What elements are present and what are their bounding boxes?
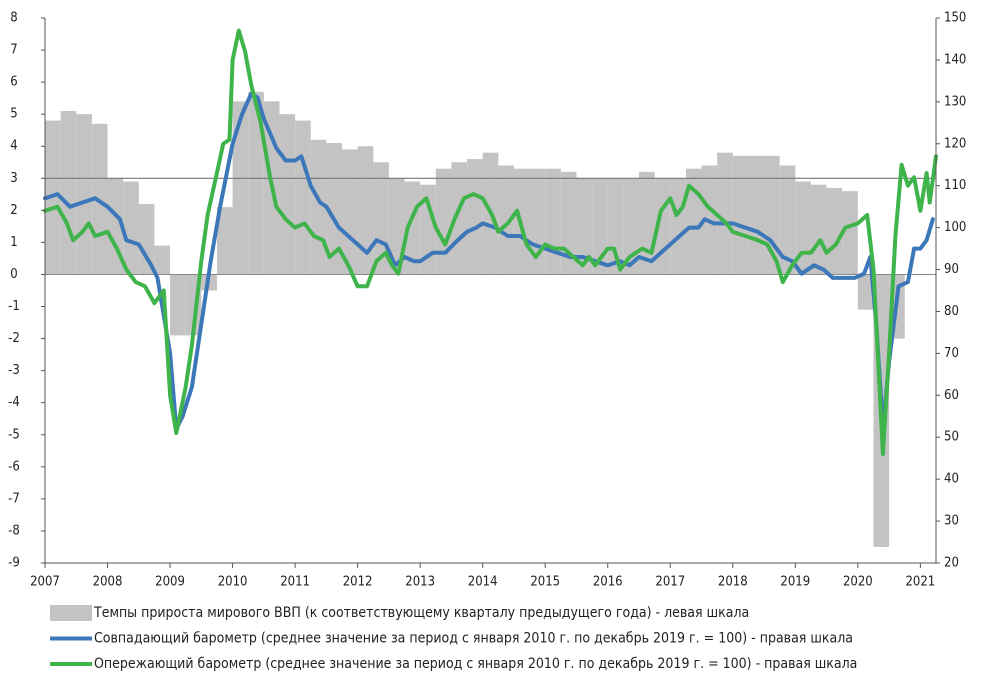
bar [295,120,311,275]
x-tick-label: 2017 [655,575,685,590]
y-tick-label: -8 [8,523,20,538]
y2-tick-label: 40 [944,472,959,487]
x-tick-label: 2007 [30,575,60,590]
bar [248,91,264,275]
x-tick-label: 2012 [343,575,373,590]
y2-tick-label: 30 [944,514,959,529]
bar [623,178,639,275]
bar [732,155,749,275]
x-tick-label: 2015 [530,575,560,590]
y2-tick-label: 70 [944,346,959,361]
bar [576,178,593,275]
bar [138,203,155,275]
y2-tick-label: 100 [944,220,966,235]
bar [857,274,874,310]
bar [279,114,296,275]
x-tick-label: 2008 [93,575,123,590]
bar [357,146,374,275]
y-tick-label: -5 [8,427,20,442]
y-tick-label: -3 [8,363,20,378]
legend-swatch [50,605,92,621]
y-tick-label: -4 [8,395,20,410]
y2-tick-label: 20 [944,556,959,571]
bar [529,168,546,275]
y2-tick-label: 50 [944,430,959,445]
y2-tick-label: 140 [944,52,966,67]
bar [748,155,765,275]
y2-tick-label: 130 [944,94,966,109]
y2-tick-label: 90 [944,262,959,277]
bar [154,245,171,275]
y-tick-label: -6 [8,459,20,474]
bar [842,191,858,275]
x-tick-label: 2018 [718,575,748,590]
x-tick-label: 2016 [593,575,623,590]
y-tick-label: 1 [10,235,17,250]
bar [545,168,561,275]
bar [451,162,468,275]
x-tick-label: 2019 [780,575,810,590]
x-tick-label: 2010 [218,575,248,590]
x-tick-label: 2021 [905,575,935,590]
x-tick-label: 2014 [468,575,498,590]
bar [170,274,186,336]
y-tick-label: -7 [8,491,20,506]
bar [326,143,342,275]
y2-tick-label: 150 [944,11,966,26]
line [43,91,935,431]
y2-tick-label: 120 [944,136,966,151]
y-tick-label: -2 [8,331,20,346]
y-tick-label: 4 [10,139,17,154]
bar [232,101,249,275]
bar [670,178,686,275]
y2-tick-label: 80 [944,304,959,319]
bar [123,181,139,275]
y-tick-label: 6 [10,75,17,90]
bar [60,110,77,275]
bar [498,165,514,275]
y2-tick-label: 110 [944,178,966,193]
y-tick-label: 5 [10,107,17,122]
x-tick-label: 2013 [405,575,435,590]
bar [592,178,608,275]
y-tick-label: 0 [10,267,17,282]
y-tick-label: -1 [8,299,20,314]
y-tick-label: 7 [10,43,17,58]
bar [216,207,233,275]
bar [779,165,796,275]
legend-label: Совпадающий барометр (среднее значение з… [94,631,853,647]
bar [826,187,843,275]
bar [467,159,483,275]
x-tick-label: 2020 [843,575,873,590]
legend-label: Опережающий барометр (среднее значение з… [94,656,857,672]
bar [810,184,827,275]
y-tick-label: 2 [10,203,17,218]
x-tick-label: 2009 [155,575,185,590]
bar [717,152,733,275]
x-tick-label: 2011 [280,575,310,590]
legend-label: Темпы прироста мирового ВВП (к соответст… [93,605,749,621]
bar [76,114,92,275]
y-tick-label: -9 [8,556,20,571]
bar [388,178,405,275]
line [43,28,938,456]
y-tick-label: 8 [10,11,17,26]
y-tick-label: 3 [10,171,17,186]
bar [435,168,452,275]
y2-tick-label: 60 [944,388,959,403]
